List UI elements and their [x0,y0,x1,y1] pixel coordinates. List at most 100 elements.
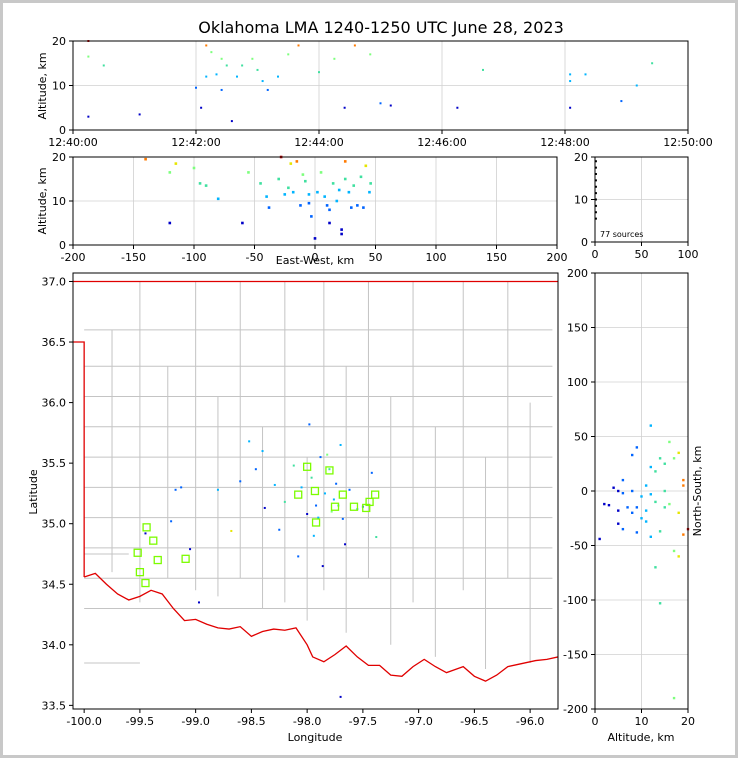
east-west-xlabel: East-West, km [276,254,354,267]
north-south-point [607,503,611,507]
east-west-ytick-label: 20 [52,151,66,164]
plan-source-point [308,423,311,426]
histogram-point [594,166,597,169]
east-west-point [267,206,271,209]
plan-source-point [189,548,192,551]
histogram-panel: 0 50 100 0 10 20 [574,151,699,261]
north-south-point [663,506,666,509]
time-height-ytick-label: 10 [52,80,66,93]
plan-view-xtick-label: -100.0 [66,715,101,728]
east-west-point [144,157,147,161]
plan-view-frame [72,272,559,710]
east-west-point [356,204,359,207]
time-height-point [241,64,244,67]
time-height-point [87,55,90,58]
east-west-point [289,162,293,165]
north-south-xlabel: Altitude, km [607,731,674,744]
north-south-ytick-label: 150 [567,322,588,335]
east-west-point [304,179,307,183]
north-south-point [654,500,657,504]
time-height-point [651,62,654,65]
plan-source-point [323,492,326,495]
time-height-point [256,68,259,71]
plan-source-point [174,488,177,491]
east-west-point [241,221,244,225]
county-map [73,280,558,698]
time-height-point [456,106,459,109]
east-west-xtick-label: -150 [121,251,146,264]
plan-source-point [273,483,276,486]
east-west-point [337,188,341,192]
plan-ylabel: Latitude [27,469,40,515]
north-south-point [621,491,625,495]
east-west-point [174,162,178,165]
north-south-point [631,489,634,493]
east-west-point [307,201,311,205]
east-west-point [328,221,331,225]
east-west-ytick-label: 10 [52,195,66,208]
time-height-xtick-label: 12:44:00 [294,136,343,149]
histogram-xtick-label: 0 [592,248,599,261]
east-west-point [347,190,351,194]
plan-source-point [230,529,233,532]
plan-view-ytick-label: 33.5 [42,699,67,712]
plan-view-ytick-label: 34.0 [42,639,67,652]
north-south-point [621,478,625,482]
time-height-point [333,57,336,60]
time-height-point [215,73,218,76]
north-south-point [621,527,625,531]
network-station-marker [149,536,158,545]
plan-view-ytick-label: 35.5 [42,457,67,470]
north-south-point [649,465,652,469]
north-south-point [617,509,620,512]
plan-source-point [339,443,342,446]
network-station-marker [302,462,312,471]
plan-source-point [330,510,333,513]
north-south-point [654,470,657,473]
plan-source-point [261,450,264,453]
east-west-xtick-label: 200 [547,251,568,264]
time-height-point [635,84,638,87]
north-south-ylabel: North-South, km [691,446,704,537]
plan-source-point [341,517,344,520]
east-west-point [168,171,172,174]
time-height-point [287,53,290,56]
plan-source-point [180,486,183,489]
east-west-xtick-label: 100 [426,251,447,264]
time-height-xtick-label: 12:40:00 [48,136,97,149]
time-height-point [220,88,223,91]
source-count-label: 77 sources [600,230,643,239]
east-west-point [291,190,295,194]
time-height-point [318,71,320,74]
north-south-point [644,520,648,523]
east-west-point [369,182,372,185]
north-south-point [658,457,662,460]
time-height-point [210,51,213,54]
histogram-ytick-label: 20 [574,151,588,164]
east-west-point [335,199,339,203]
east-west-point [325,204,329,207]
east-west-point [287,186,290,190]
histogram-point [594,173,597,175]
network-station-marker [141,578,150,588]
east-west-point [343,160,347,163]
plan-source-point [328,468,331,471]
plan-view-xtick-label: -99.5 [126,715,154,728]
plan-source-point [315,504,318,507]
east-west-point [307,193,311,196]
east-west-xtick-label: -100 [182,251,207,264]
time-height-point [220,57,223,60]
east-west-point [216,197,220,201]
east-west-point [323,195,326,198]
east-west-point [265,195,268,198]
network-station-marker [153,555,162,565]
time-height-point [569,80,572,83]
plan-source-point [321,565,324,568]
east-west-point [301,173,305,176]
plan-source-point [297,555,300,558]
plan-view-panel: -100.0 -99.5 -99.0 -98.5 -98.0 -97.5 -97.0 -96.… [42,272,559,728]
histogram-point [594,192,597,195]
time-height-point [87,115,90,118]
histogram-point [594,185,597,188]
